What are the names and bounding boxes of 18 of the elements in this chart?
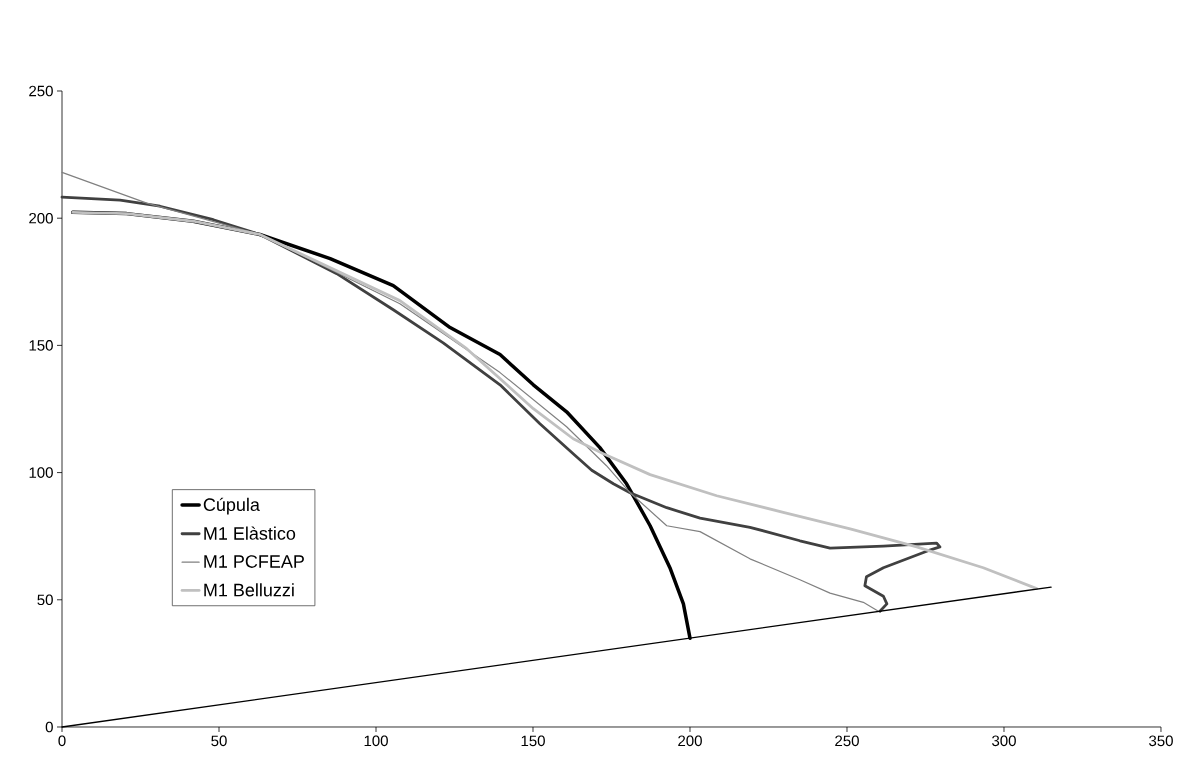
- x-tick-label: 0: [58, 735, 66, 747]
- x-tick-label: 300: [992, 735, 1016, 747]
- legend-label: M1 Belluzzi: [204, 583, 294, 597]
- y-tick-label: 250: [29, 85, 53, 97]
- x-tick-label: 350: [1149, 735, 1173, 747]
- x-tick-label: 150: [521, 735, 545, 747]
- legend-label: M1 Elàstico: [204, 526, 296, 540]
- y-tick-label: 50: [37, 594, 53, 606]
- x-tick-label: 50: [211, 735, 227, 747]
- y-tick-label: 200: [29, 212, 53, 224]
- x-tick-label: 200: [678, 735, 702, 747]
- y-tick-label: 0: [45, 721, 53, 733]
- x-tick-label: 250: [835, 735, 859, 747]
- x-tick-label: 100: [364, 735, 388, 747]
- legend-label: Cúpula: [203, 497, 260, 515]
- y-tick-label: 150: [29, 340, 53, 351]
- y-tick-label: 100: [29, 467, 53, 478]
- legend-label: M1 PCFEAP: [204, 555, 304, 568]
